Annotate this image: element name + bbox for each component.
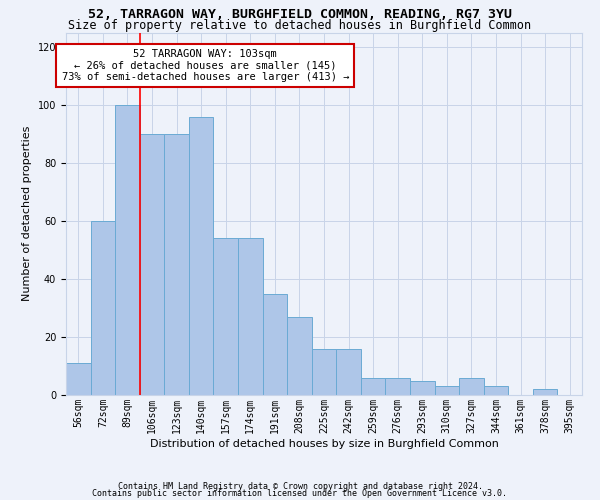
Bar (189, 116, 214, 395)
Bar (91, 221, 115, 395)
Bar (484, 386, 508, 395)
Bar (140, 134, 164, 395)
Bar (312, 348, 336, 395)
Bar (115, 105, 140, 395)
Text: Contains HM Land Registry data © Crown copyright and database right 2024.: Contains HM Land Registry data © Crown c… (118, 482, 482, 491)
Bar (361, 378, 385, 395)
Bar (287, 316, 312, 395)
Bar (164, 134, 189, 395)
Bar (336, 348, 361, 395)
Text: 52, TARRAGON WAY, BURGHFIELD COMMON, READING, RG7 3YU: 52, TARRAGON WAY, BURGHFIELD COMMON, REA… (88, 8, 512, 20)
Bar (459, 378, 484, 395)
Bar (410, 380, 434, 395)
Y-axis label: Number of detached properties: Number of detached properties (22, 126, 32, 302)
X-axis label: Distribution of detached houses by size in Burghfield Common: Distribution of detached houses by size … (149, 438, 499, 448)
Bar (385, 378, 410, 395)
Bar (263, 294, 287, 395)
Bar (434, 386, 459, 395)
Bar (214, 238, 238, 395)
Bar (238, 238, 263, 395)
Text: 52 TARRAGON WAY: 103sqm
← 26% of detached houses are smaller (145)
73% of semi-d: 52 TARRAGON WAY: 103sqm ← 26% of detache… (62, 49, 349, 82)
Bar (66, 363, 91, 395)
Text: Contains public sector information licensed under the Open Government Licence v3: Contains public sector information licen… (92, 490, 508, 498)
Bar (533, 389, 557, 395)
Text: Size of property relative to detached houses in Burghfield Common: Size of property relative to detached ho… (68, 19, 532, 32)
